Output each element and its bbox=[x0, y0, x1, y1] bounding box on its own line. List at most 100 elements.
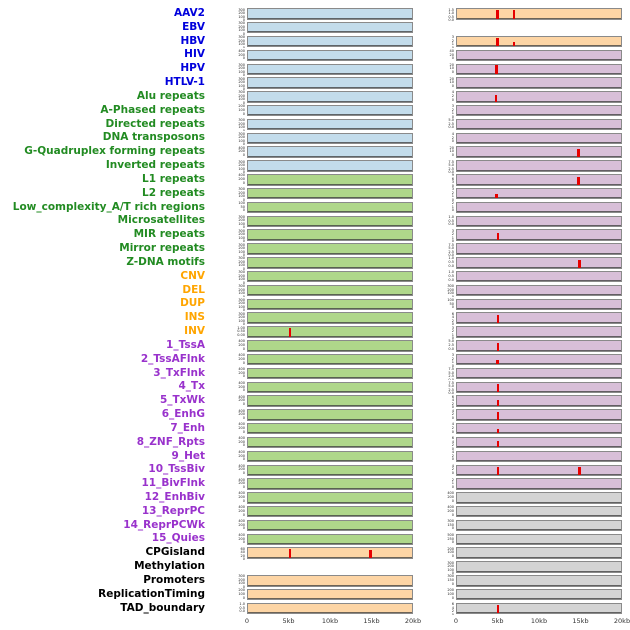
y-tick-label: 0 bbox=[451, 471, 454, 476]
track-row: Alu repeats 300 200 100 0 4 2 0 bbox=[0, 90, 630, 104]
y-tick-label: 0 bbox=[242, 308, 245, 312]
y-tick-label: 20 bbox=[449, 145, 454, 150]
y-axis-ticks-left: 400 200 0 bbox=[205, 173, 247, 187]
row-label: DEL bbox=[182, 283, 205, 296]
y-tick-label: 3 bbox=[451, 325, 454, 330]
x-tick-label: 15kb bbox=[363, 617, 380, 626]
y-tick-label: 0 bbox=[451, 405, 454, 409]
y-tick-label: 200 bbox=[238, 218, 245, 223]
y-axis-ticks-left: 400 200 0 bbox=[205, 394, 247, 408]
track-panel-left bbox=[247, 312, 413, 324]
track-panel-left bbox=[247, 381, 413, 393]
row-label: HTLV-1 bbox=[164, 76, 205, 89]
y-axis-ticks-left: 400 200 0 bbox=[205, 505, 247, 519]
y-tick-label: 100 bbox=[238, 304, 245, 309]
track-row: Microsatellites 300 200 100 0 1.0 0.5 0.0 bbox=[0, 214, 630, 228]
y-tick-label: 0 bbox=[451, 484, 454, 489]
track-panel-right bbox=[456, 602, 622, 615]
signal-baseline bbox=[457, 473, 621, 475]
y-tick-label: 300 bbox=[238, 256, 245, 261]
signal-baseline bbox=[248, 432, 412, 434]
y-tick-label: 1 bbox=[451, 235, 454, 240]
y-tick-label: 0 bbox=[242, 557, 245, 561]
track-panel-right bbox=[456, 381, 622, 393]
y-tick-label: 5.0 bbox=[448, 384, 454, 389]
y-tick-label: 0 bbox=[451, 45, 454, 49]
track-panel-left bbox=[247, 575, 413, 587]
row-label: A-Phased repeats bbox=[100, 103, 205, 116]
y-axis-ticks-right: 300 200 100 0 bbox=[413, 560, 456, 574]
row-label: Promoters bbox=[143, 573, 205, 586]
y-tick-label: 2 bbox=[451, 318, 454, 323]
signal-baseline bbox=[457, 404, 621, 406]
track-panel-right bbox=[456, 174, 622, 186]
signal-spike bbox=[497, 383, 500, 392]
signal-baseline bbox=[457, 460, 621, 462]
y-tick-label: 2 bbox=[451, 443, 454, 448]
y-tick-label: 0 bbox=[451, 97, 454, 102]
y-tick-label: 0 bbox=[451, 83, 454, 88]
y-tick-label: 6 bbox=[451, 436, 454, 441]
y-tick-label: 1 bbox=[451, 42, 454, 47]
y-tick-label: 2 bbox=[451, 107, 454, 112]
row-label: 7_Enh bbox=[170, 421, 205, 434]
track-panel-right bbox=[456, 506, 622, 518]
y-tick-label: 0.0 bbox=[448, 253, 454, 256]
y-tick-label: 0 bbox=[242, 280, 245, 284]
signal-baseline bbox=[248, 252, 412, 254]
y-tick-label: 0 bbox=[451, 581, 454, 586]
track-row: CPGisland 60 40 20 0 200 100 0 bbox=[0, 546, 630, 560]
track-panel-right bbox=[456, 492, 622, 504]
y-tick-label: 100 bbox=[238, 83, 245, 88]
y-tick-label: 400 bbox=[238, 173, 245, 178]
y-axis-ticks-left: 400 200 0 bbox=[205, 491, 247, 505]
y-axis-ticks-right: 20 10 0 bbox=[413, 145, 456, 159]
y-axis-ticks-right: 300 200 100 0 bbox=[413, 284, 456, 298]
y-tick-label: 4 bbox=[451, 408, 454, 413]
y-tick-label: 0 bbox=[242, 346, 245, 351]
row-label: 5_TxWk bbox=[159, 394, 205, 407]
track-panel-right bbox=[456, 35, 622, 48]
y-tick-label: 100 bbox=[238, 263, 245, 268]
y-tick-label: 0 bbox=[242, 180, 245, 185]
signal-spike bbox=[497, 467, 500, 475]
y-axis-ticks-left: 400 200 0 bbox=[205, 436, 247, 450]
y-tick-label: 2 bbox=[451, 190, 454, 195]
row-label: CNV bbox=[180, 269, 205, 282]
y-axis-ticks-left: 400 200 0 bbox=[205, 380, 247, 394]
y-tick-label: 0.0 bbox=[448, 277, 454, 282]
y-tick-label: 1.0 bbox=[448, 214, 454, 219]
y-tick-label: 0 bbox=[242, 512, 245, 517]
track-panel-right bbox=[456, 340, 622, 352]
y-tick-label: 400 bbox=[238, 48, 245, 53]
y-tick-label: 200 bbox=[238, 190, 245, 195]
y-axis-ticks-left: 400 200 0 bbox=[205, 450, 247, 464]
y-tick-label: 0 bbox=[242, 584, 245, 588]
y-tick-label: 0 bbox=[242, 208, 245, 213]
y-tick-label: 400 bbox=[238, 422, 245, 427]
signal-spike bbox=[496, 359, 499, 365]
signal-baseline bbox=[457, 72, 621, 74]
track-panel-left bbox=[247, 353, 413, 366]
y-axis-ticks-right: 7.5 5.0 2.5 0.0 bbox=[413, 380, 456, 394]
track-panel-right bbox=[456, 409, 622, 421]
row-label: TAD_boundary bbox=[120, 601, 205, 614]
y-axis-ticks-left: 400 200 0 bbox=[205, 532, 247, 546]
y-tick-label: 0 bbox=[242, 266, 245, 270]
track-panel-right bbox=[456, 104, 622, 117]
track-panel-right bbox=[456, 215, 622, 228]
row-label: 9_Het bbox=[171, 449, 205, 462]
signal-baseline bbox=[457, 197, 621, 199]
y-tick-label: 1 bbox=[451, 111, 454, 116]
signal-spike bbox=[288, 549, 292, 558]
y-tick-label: 2 bbox=[451, 135, 454, 140]
signal-baseline bbox=[248, 294, 412, 296]
y-tick-label: 1.0 bbox=[239, 602, 245, 607]
y-tick-label: 4 bbox=[451, 439, 454, 444]
y-tick-label: 100 bbox=[238, 166, 245, 171]
y-tick-label: 0.0 bbox=[239, 609, 245, 614]
track-panel-right bbox=[456, 270, 622, 283]
y-axis-ticks-left: 300 200 100 0 bbox=[205, 187, 247, 201]
